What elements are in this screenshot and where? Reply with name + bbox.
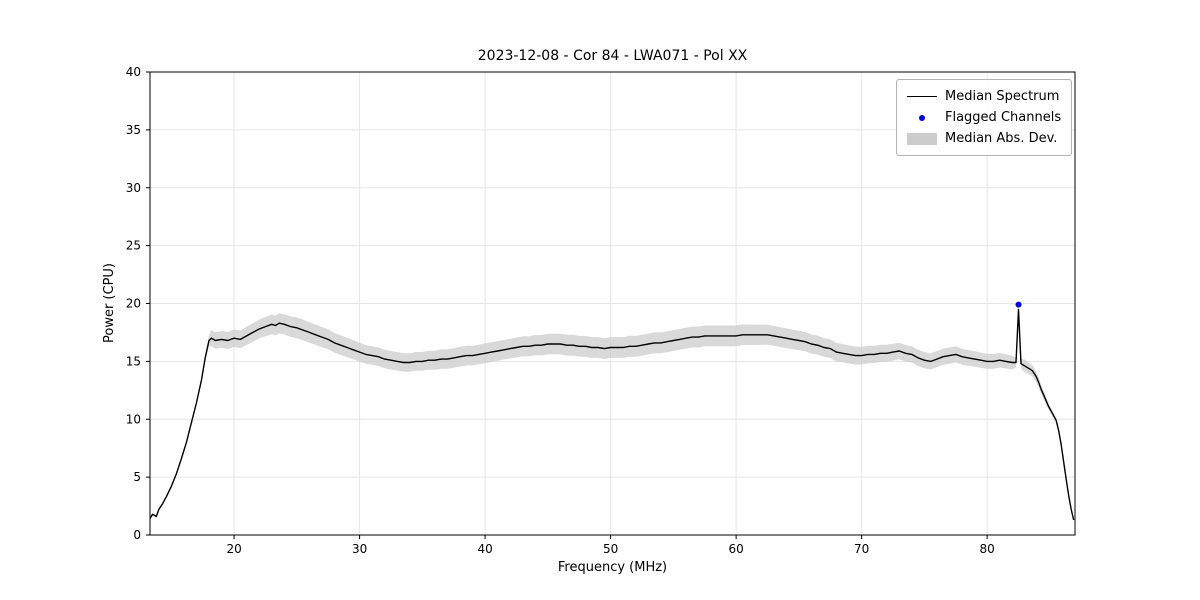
x-tick-label: 40 <box>477 542 492 556</box>
y-tick-label: 15 <box>126 354 141 368</box>
median-spectrum-line-icon <box>907 96 937 97</box>
x-axis-label: Frequency (MHz) <box>557 560 668 575</box>
legend-item-median-spectrum: Median Spectrum <box>907 86 1061 107</box>
legend-item-flagged-channels: Flagged Channels <box>907 107 1061 128</box>
x-tick-label: 60 <box>728 542 743 556</box>
mad-band-patch-icon <box>907 132 937 145</box>
flagged-channel-dot-icon <box>907 114 937 121</box>
legend-label: Median Abs. Dev. <box>945 131 1058 146</box>
median-spectrum-line <box>149 308 1075 521</box>
y-tick-label: 30 <box>126 181 141 195</box>
x-tick-label: 70 <box>854 542 869 556</box>
mad-band <box>150 305 1074 521</box>
y-tick-label: 40 <box>126 65 141 79</box>
y-tick-label: 0 <box>133 528 141 542</box>
y-tick-label: 35 <box>126 123 141 137</box>
legend: Median Spectrum Flagged Channels Median … <box>896 79 1073 156</box>
x-tick-label: 20 <box>226 542 241 556</box>
legend-item-median-abs-dev: Median Abs. Dev. <box>907 128 1061 149</box>
y-tick-label: 5 <box>133 470 141 484</box>
y-tick-label: 25 <box>126 239 141 253</box>
legend-label: Flagged Channels <box>945 110 1062 125</box>
x-tick-label: 50 <box>603 542 618 556</box>
y-tick-label: 20 <box>126 297 141 311</box>
y-axis-label: Power (CPU) <box>102 263 117 344</box>
y-tick-label: 10 <box>126 412 141 426</box>
flagged-channel-marker <box>1015 301 1022 308</box>
x-tick-label: 30 <box>352 542 367 556</box>
chart-title: 2023-12-08 - Cor 84 - LWA071 - Pol XX <box>477 48 748 64</box>
x-tick-label: 80 <box>980 542 995 556</box>
legend-label: Median Spectrum <box>945 89 1060 104</box>
